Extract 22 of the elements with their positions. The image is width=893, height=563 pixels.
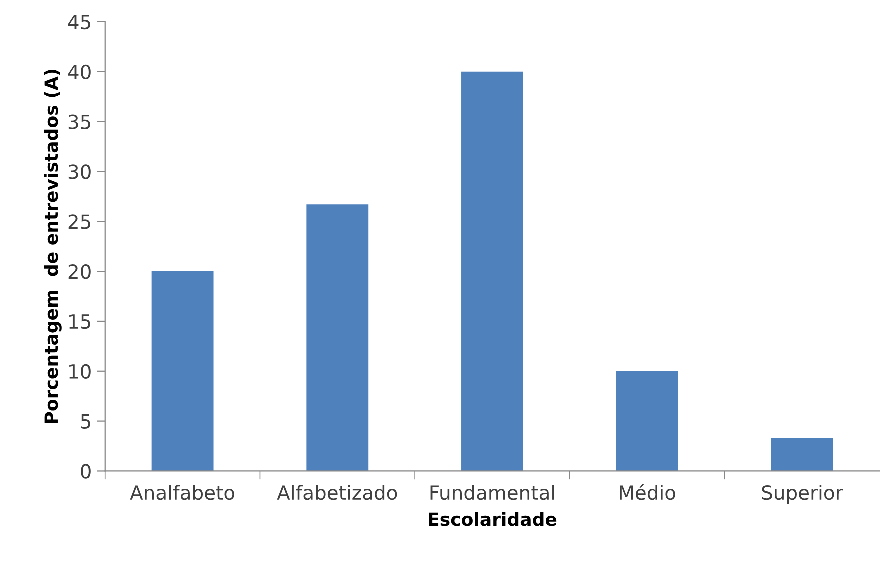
y-tick-label: 30: [68, 164, 91, 180]
x-axis-title: Escolaridade: [429, 512, 557, 526]
bar: [306, 204, 369, 472]
y-tick-label: 10: [70, 364, 91, 380]
bar: [616, 371, 678, 472]
x-tick-label: Analfabeto: [130, 485, 234, 500]
y-tick-label: 0: [81, 464, 91, 479]
x-tick-label: Superior: [762, 485, 844, 504]
y-tick-label: 45: [68, 15, 90, 30]
y-axis-title: Porcentagem de entrevistados (A): [44, 70, 62, 424]
y-tick-label: 35: [68, 114, 90, 130]
bar: [152, 272, 214, 472]
x-tick-label: Fundamental: [430, 485, 554, 500]
bar: [771, 438, 834, 472]
y-tick-label: 15: [70, 314, 90, 330]
y-tick-label: 40: [68, 64, 91, 80]
y-tick-label: 20: [68, 264, 91, 280]
bar: [462, 72, 524, 472]
x-tick-label: Alfabetizado: [277, 485, 398, 500]
y-tick-label: 25: [68, 214, 90, 230]
y-tick-label: 5: [81, 414, 90, 429]
x-tick-label: Médio: [620, 484, 676, 500]
